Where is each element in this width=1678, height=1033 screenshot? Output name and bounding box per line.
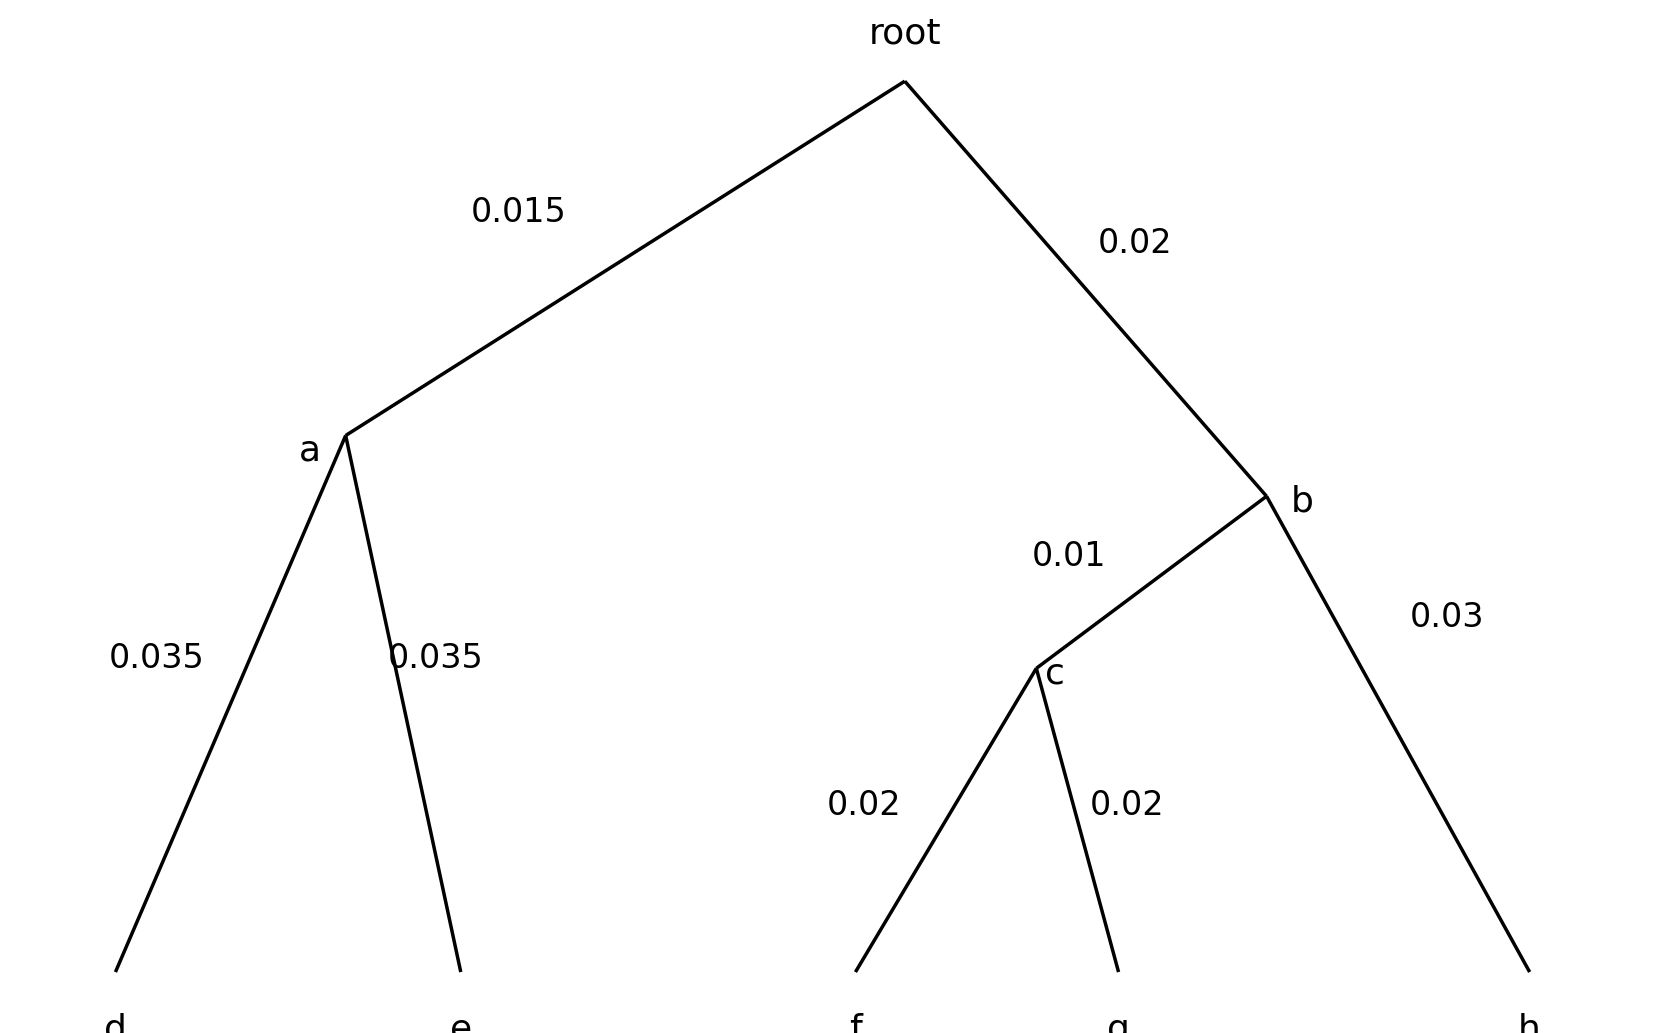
Text: b: b [1292, 484, 1314, 519]
Text: f: f [849, 1012, 862, 1033]
Text: 0.02: 0.02 [826, 788, 901, 821]
Text: 0.02: 0.02 [1089, 788, 1165, 821]
Text: 0.03: 0.03 [1410, 601, 1485, 634]
Text: e: e [450, 1012, 472, 1033]
Text: 0.035: 0.035 [109, 641, 205, 675]
Text: 0.01: 0.01 [1032, 540, 1106, 573]
Text: c: c [1044, 656, 1064, 690]
Text: 0.015: 0.015 [470, 196, 565, 229]
Text: 0.02: 0.02 [1097, 226, 1173, 259]
Text: a: a [299, 434, 320, 468]
Text: h: h [1519, 1012, 1540, 1033]
Text: g: g [1107, 1012, 1129, 1033]
Text: root: root [869, 17, 941, 51]
Text: 0.035: 0.035 [388, 641, 483, 675]
Text: d: d [104, 1012, 128, 1033]
